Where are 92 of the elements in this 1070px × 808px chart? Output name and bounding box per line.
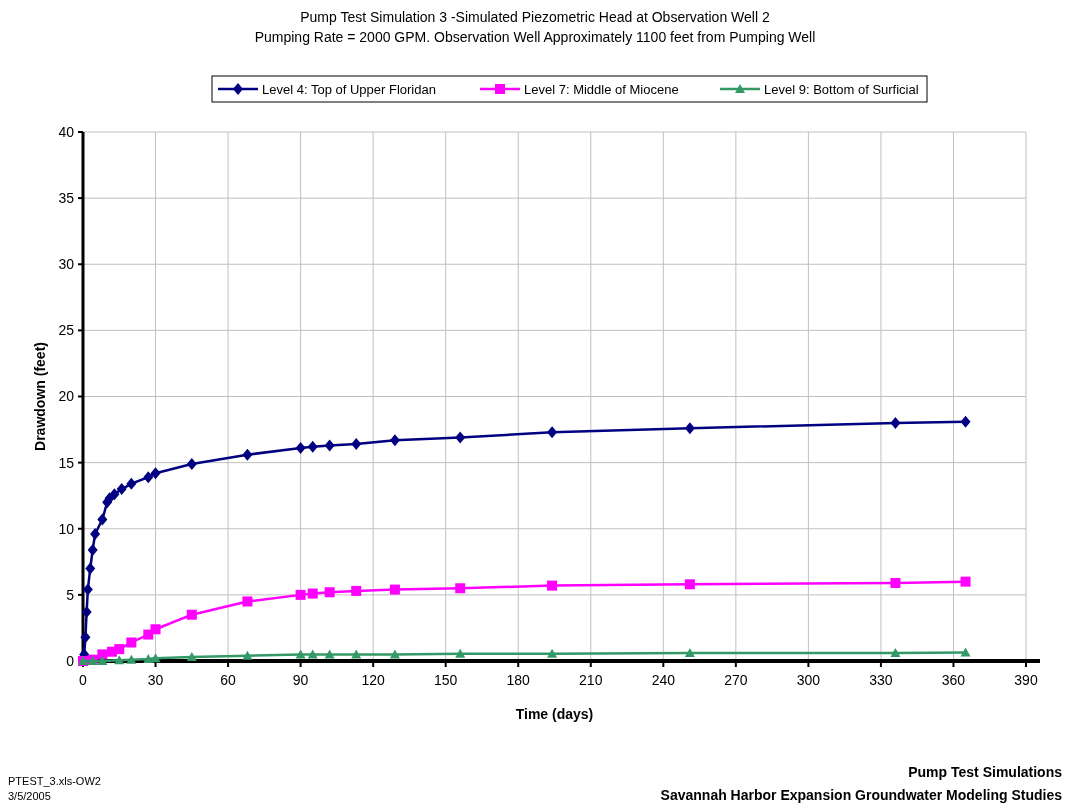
point bbox=[150, 653, 161, 663]
point bbox=[126, 637, 137, 648]
point bbox=[960, 576, 971, 587]
point bbox=[126, 654, 137, 664]
x-axis-title: Time (days) bbox=[515, 706, 594, 722]
point bbox=[890, 577, 901, 588]
point bbox=[82, 583, 93, 596]
point bbox=[307, 440, 318, 453]
text: Savannah Harbor Expansion Groundwater Modeling Studies bbox=[660, 787, 1063, 803]
point bbox=[351, 585, 362, 596]
point bbox=[81, 606, 92, 619]
x-tick-label: 300 bbox=[796, 672, 821, 688]
point bbox=[116, 483, 127, 496]
point bbox=[455, 583, 466, 594]
legend-label: Level 4: Top of Upper Floridan bbox=[262, 81, 436, 97]
point bbox=[186, 457, 197, 470]
point bbox=[242, 650, 253, 660]
point bbox=[389, 434, 400, 447]
point bbox=[547, 426, 558, 439]
x-tick-label: 30 bbox=[147, 672, 164, 688]
point bbox=[890, 416, 901, 429]
point bbox=[960, 647, 971, 657]
point bbox=[109, 488, 120, 501]
point bbox=[389, 649, 400, 659]
y-tick-label: 15 bbox=[58, 454, 75, 471]
legend-label: Level 9: Bottom of Surficial bbox=[764, 81, 919, 97]
point bbox=[186, 652, 197, 662]
point bbox=[960, 415, 971, 428]
point bbox=[324, 439, 335, 452]
point bbox=[143, 471, 154, 484]
x-tick-label: 90 bbox=[292, 672, 309, 688]
x-tick-label: 330 bbox=[869, 672, 893, 688]
point bbox=[90, 528, 101, 541]
x-tick-label: 150 bbox=[434, 672, 458, 688]
x-tick-label: 390 bbox=[1014, 672, 1038, 688]
y-tick-label: 10 bbox=[58, 520, 75, 537]
x-tick-label: 120 bbox=[361, 672, 386, 688]
point bbox=[684, 579, 695, 590]
legend-label: Level 7: Middle of Miocene bbox=[524, 81, 679, 97]
point bbox=[890, 648, 901, 658]
point bbox=[97, 513, 108, 526]
point bbox=[80, 631, 91, 644]
point bbox=[684, 648, 695, 658]
point bbox=[242, 596, 253, 607]
point bbox=[684, 422, 695, 435]
point bbox=[143, 629, 154, 640]
point bbox=[143, 654, 154, 664]
point bbox=[324, 587, 335, 598]
y-tick-label: 35 bbox=[58, 190, 75, 207]
text: Pump Test Simulations bbox=[908, 764, 1063, 780]
chart-title: Pump Test Simulation 3 -Simulated Piezometric Head at Observation Well 2 bbox=[300, 9, 770, 25]
y-tick-label: 25 bbox=[58, 322, 75, 339]
point bbox=[186, 609, 197, 620]
point bbox=[87, 543, 98, 556]
x-tick-label: 240 bbox=[651, 672, 676, 688]
point bbox=[351, 649, 362, 659]
point bbox=[85, 562, 96, 575]
point bbox=[389, 584, 400, 595]
point bbox=[242, 448, 253, 461]
chart-subtitle: Pumping Rate = 2000 GPM. Observation Well Approximately 1100 feet from Pumping Well bbox=[254, 29, 816, 45]
point bbox=[547, 580, 558, 591]
point bbox=[307, 649, 318, 659]
point bbox=[114, 644, 125, 655]
point bbox=[307, 588, 318, 599]
point bbox=[150, 624, 161, 635]
point bbox=[295, 649, 306, 659]
point bbox=[97, 649, 108, 660]
y-tick-label: 40 bbox=[58, 123, 75, 140]
x-tick-label: 360 bbox=[941, 672, 966, 688]
y-tick-label: 0 bbox=[66, 652, 75, 669]
y-tick-label: 20 bbox=[58, 388, 75, 405]
point bbox=[351, 438, 362, 451]
y-tick-label: 5 bbox=[66, 586, 75, 603]
point bbox=[126, 477, 137, 490]
point bbox=[547, 648, 558, 658]
point bbox=[150, 467, 161, 480]
point bbox=[324, 649, 335, 659]
point bbox=[114, 655, 125, 665]
y-axis-title: Drawdown (feet) bbox=[32, 342, 48, 451]
point bbox=[455, 648, 466, 658]
x-tick-label: 60 bbox=[220, 672, 237, 688]
x-tick-label: 270 bbox=[724, 672, 748, 688]
point bbox=[97, 656, 108, 665]
text: 3/5/2005 bbox=[8, 790, 51, 802]
x-tick-label: 180 bbox=[506, 672, 531, 688]
point bbox=[455, 431, 466, 444]
point bbox=[295, 442, 306, 455]
text: PTEST_3.xls-OW2 bbox=[8, 775, 101, 787]
x-tick-label: 210 bbox=[579, 672, 603, 688]
y-tick-label: 30 bbox=[58, 256, 75, 273]
x-tick-label: 0 bbox=[79, 672, 88, 688]
point bbox=[295, 589, 306, 600]
